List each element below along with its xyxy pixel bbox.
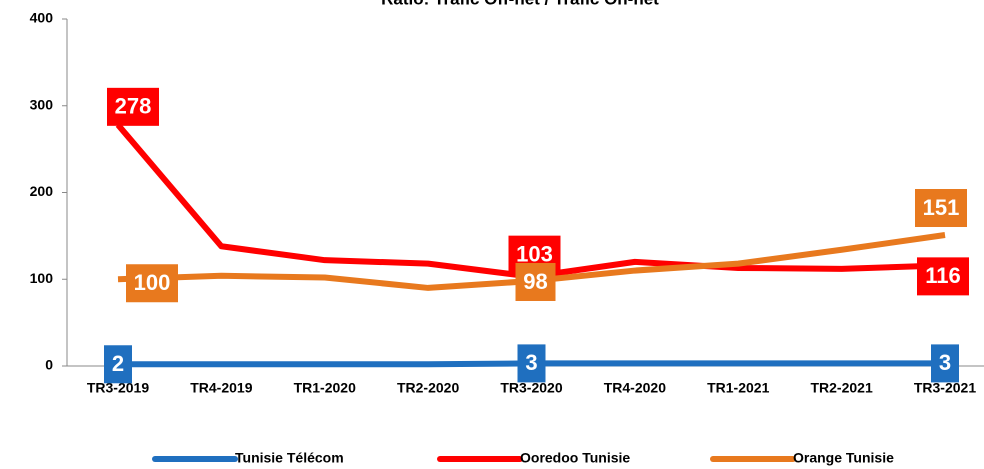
- x-tick-label: TR1-2021: [707, 380, 769, 396]
- value-label: 100: [134, 270, 171, 295]
- value-label: 116: [925, 263, 961, 288]
- value-label-box: [104, 345, 132, 384]
- x-tick-label: TR2-2021: [810, 380, 872, 396]
- x-tick-label: TR4-2019: [190, 380, 252, 396]
- y-tick-label: 200: [30, 183, 54, 199]
- value-label: 103: [516, 241, 553, 266]
- value-label: 151: [923, 195, 960, 220]
- value-label-box: [107, 87, 159, 126]
- x-tick-label: TR3-2019: [87, 380, 149, 396]
- value-label: 278: [115, 94, 152, 119]
- value-label-box: [517, 344, 546, 383]
- x-tick-label: TR4-2020: [604, 380, 666, 396]
- x-tick-label: TR2-2020: [397, 380, 459, 396]
- chart-title: Ratio: Trafic Off-net / Trafic On-net: [381, 0, 659, 8]
- value-label-box: [515, 262, 556, 301]
- y-tick-label: 400: [30, 10, 54, 26]
- x-tick-label: TR1-2020: [294, 380, 356, 396]
- x-tick-label: TR3-2020: [500, 380, 562, 396]
- legend-label: Orange Tunisie: [793, 450, 894, 466]
- value-label: 3: [939, 350, 951, 375]
- legend-label: Tunisie Télécom: [235, 450, 344, 466]
- y-tick-label: 100: [30, 270, 54, 286]
- value-label: 98: [523, 269, 547, 294]
- x-tick-label: TR3-2021: [914, 380, 976, 396]
- y-tick-label: 0: [45, 357, 53, 373]
- value-label: 2: [112, 351, 124, 376]
- value-label-box: [126, 264, 178, 303]
- value-label: 3: [525, 350, 537, 375]
- value-label-box: [917, 257, 969, 296]
- legend-label: Ooredoo Tunisie: [520, 450, 630, 466]
- value-label-box: [915, 189, 967, 228]
- y-tick-label: 300: [30, 96, 54, 112]
- value-label-box: [931, 344, 959, 383]
